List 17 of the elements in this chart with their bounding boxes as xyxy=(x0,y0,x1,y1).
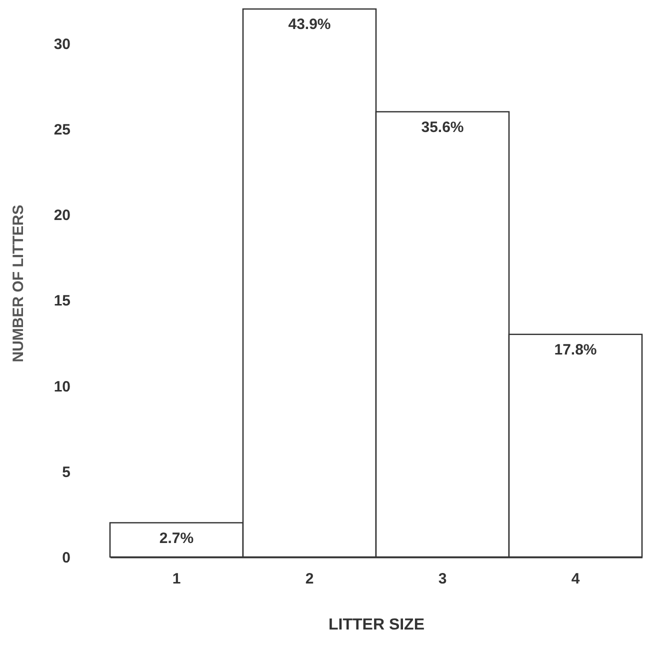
annotation: 17.8% xyxy=(554,341,597,358)
x-tick-label: 2 xyxy=(305,570,314,588)
annotation: 43.9% xyxy=(288,16,331,33)
y-tick-label: 25 xyxy=(54,121,70,138)
y-tick-label: 5 xyxy=(62,464,70,481)
x-tick-label: 1 xyxy=(172,570,181,588)
x-tick-label: 4 xyxy=(571,570,580,588)
y-tick-label: 15 xyxy=(54,292,70,310)
annotation: 35.6% xyxy=(421,118,464,136)
y-axis-title: NUMBER OF LITTERS xyxy=(10,204,27,362)
y-tick-label: 30 xyxy=(54,36,70,53)
y-tick-label: 10 xyxy=(54,378,70,396)
y-tick-label: 20 xyxy=(54,207,70,224)
x-axis-title: LITTER SIZE xyxy=(328,616,425,634)
y-tick-label: 0 xyxy=(62,550,70,566)
x-tick-label: 3 xyxy=(438,570,447,588)
annotation: 2.7% xyxy=(159,530,194,547)
